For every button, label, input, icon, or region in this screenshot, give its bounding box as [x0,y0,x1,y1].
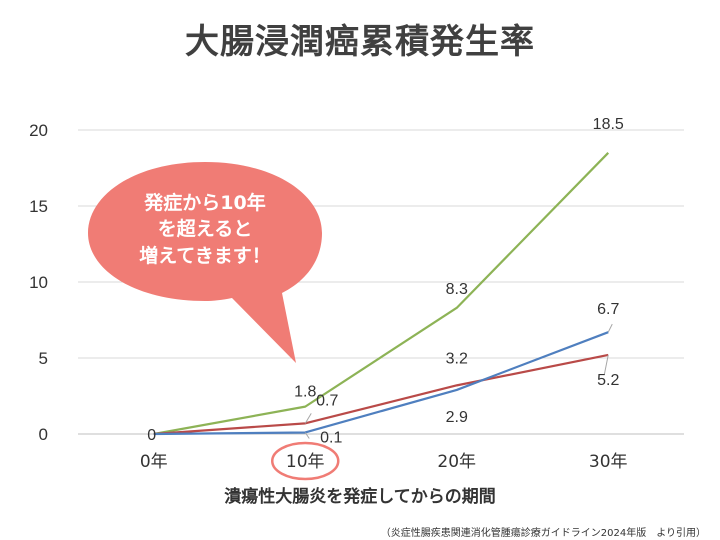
label-leader [304,413,312,424]
series-line-2 [153,353,609,436]
data-label: 0 [147,427,156,444]
highlight-circle [271,441,340,481]
callout-line-1: 発症から10年 [143,191,265,214]
data-label: 2.9 [446,409,468,426]
series-lines [153,152,610,436]
data-label: 1.8 [294,384,316,401]
callout-line-3: 増えてきます！ [139,244,270,267]
label-leader [607,323,613,333]
data-label: 0.1 [320,429,342,446]
callout-bubble: 発症から10年 を超えると 増えてきます！ [88,162,322,363]
data-label: 0.7 [316,392,338,409]
y-tick-label: 15 [29,197,48,216]
series-line-3 [153,331,609,436]
label-leaders [304,323,613,439]
y-tick-label: 0 [39,425,48,444]
x-axis-title: 潰瘍性大腸炎を発症してからの期間 [224,487,496,507]
label-leader [304,432,310,439]
x-tick-label: 20年 [437,452,476,472]
data-label: 3.2 [446,350,468,367]
chart-title: 大腸浸潤癌累積発生率 [185,22,535,62]
data-label: 8.3 [446,281,468,298]
callout-line-2: を超えると [158,217,252,240]
label-leader [603,354,609,376]
series-line-1 [153,152,610,436]
callout-bubble-shape [88,162,322,363]
x-tick-label: 30年 [589,452,628,472]
x-tick-label: 10年 [286,452,325,472]
data-label: 18.5 [593,116,624,133]
source-note: （炎症性腸疾患関連消化管腫瘍診療ガイドライン2024年版 より引用） [380,528,706,539]
x-axis-ticks: 0年 10年 20年 30年 [140,452,628,472]
y-tick-label: 20 [29,121,48,140]
data-labels: 1.8 8.3 18.5 0 0.7 3.2 5.2 0.1 2.9 6.7 [147,116,624,447]
y-tick-label: 5 [39,349,48,368]
data-label: 5.2 [597,372,619,389]
y-axis-ticks: 0 5 10 15 20 [29,121,48,444]
x-tick-label: 0年 [140,452,168,472]
y-tick-label: 10 [29,273,48,292]
data-label: 6.7 [597,301,619,318]
